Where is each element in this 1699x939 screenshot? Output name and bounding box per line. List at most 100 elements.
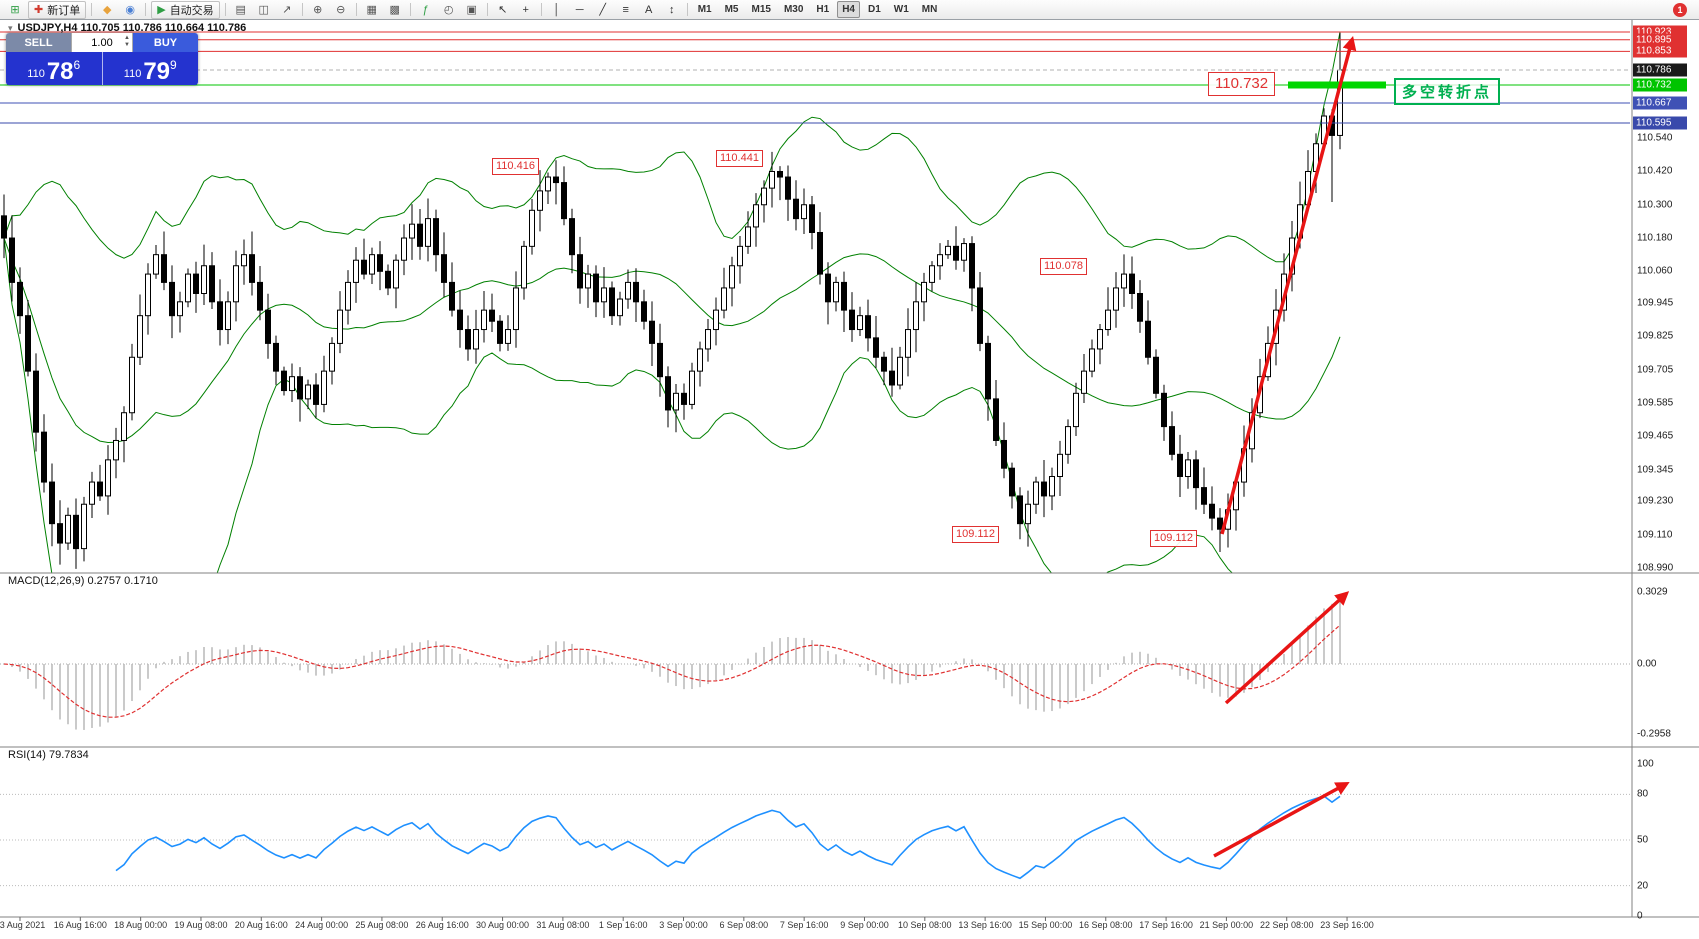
timeframe-button-m1[interactable]: M1: [697, 4, 712, 15]
chart-menu-icon[interactable]: ▾: [8, 22, 13, 33]
volume-decrease-button[interactable]: ▼: [124, 42, 130, 48]
ask-prefix: 110: [123, 68, 142, 80]
price-axis-tag: 110.853: [1633, 44, 1687, 58]
ohlc-readout: USDJPY,H4 110.705 110.786 110.664 110.78…: [17, 22, 247, 34]
zoom-in-icon[interactable]: ⊕: [313, 4, 323, 16]
timeframe-button-m15[interactable]: M15: [751, 4, 771, 15]
price-axis-tag: 110.786: [1633, 63, 1687, 77]
time-axis-label: 22 Sep 08:00: [1259, 920, 1314, 930]
timeframe-button-m30[interactable]: M30: [783, 4, 804, 15]
candlestick-mode-icon[interactable]: ◫: [258, 4, 269, 16]
buy-button[interactable]: BUY: [133, 33, 198, 52]
line-chart-mode-icon[interactable]: ↗: [282, 4, 292, 16]
toolbar-separator: [355, 3, 357, 16]
autotrading-button-label: 自动交易: [169, 4, 214, 17]
price-axis-label: 110.180: [1637, 232, 1673, 244]
toolbar-separator: [686, 3, 688, 16]
price-annotation[interactable]: 109.112: [952, 526, 999, 543]
price-axis-label: 109.230: [1637, 495, 1674, 507]
periods-icon[interactable]: ◴: [443, 4, 454, 16]
zoom-out-icon[interactable]: ⊖: [336, 4, 346, 16]
new-order-button[interactable]: ✚ 新订单: [28, 0, 87, 19]
time-axis-label: 18 Aug 00:00: [114, 920, 168, 930]
volume-input[interactable]: 1.00 ▲ ▼: [71, 33, 133, 52]
price-axis-label: 109.825: [1637, 330, 1674, 342]
templates-icon[interactable]: ▣: [466, 4, 477, 16]
timeframe-button-w1[interactable]: W1: [893, 4, 909, 15]
bar-chart-mode-icon[interactable]: ▤: [235, 4, 246, 16]
timeframe-button-mn[interactable]: MN: [921, 4, 938, 15]
rsi-label: RSI(14) 79.7834: [8, 749, 89, 761]
macd-axis-label: 0.3029: [1637, 586, 1668, 598]
arrange-windows-icon[interactable]: ▩: [389, 4, 400, 16]
timeframe-button-h4[interactable]: H4: [837, 1, 860, 18]
candlestick-series: [1, 32, 1343, 569]
price-axis-tag: 110.895: [1633, 33, 1687, 47]
time-axis-label: 16 Aug 16:00: [53, 920, 107, 930]
vertical-line-icon[interactable]: │: [553, 3, 561, 16]
rsi-axis-label: 50: [1637, 834, 1649, 846]
ask-price[interactable]: 110 79 9: [103, 52, 199, 85]
time-axis-label: 26 Aug 16:00: [415, 920, 469, 930]
price-axis-tag: 110.732: [1633, 78, 1687, 92]
time-axis-label: 3 Sep 00:00: [659, 920, 708, 930]
price-axis-label: 110.420: [1637, 165, 1673, 177]
rsi-axis-label: 100: [1637, 758, 1654, 770]
bid-price[interactable]: 110 78 6: [6, 52, 103, 85]
time-axis-label: 15 Sep 00:00: [1018, 920, 1073, 930]
notification-badge[interactable]: 1: [1673, 2, 1687, 17]
volume-increase-button[interactable]: ▲: [124, 35, 130, 41]
turning-point-label[interactable]: 多空转折点: [1394, 78, 1501, 105]
panel-separators[interactable]: [0, 572, 1699, 918]
cursor-icon[interactable]: ↖: [498, 4, 508, 16]
time-axis-label: 16 Sep 08:00: [1078, 920, 1133, 930]
indicators-icon[interactable]: ƒ: [422, 3, 429, 16]
community-icon[interactable]: ◉: [125, 4, 136, 16]
price-axis-tag: 110.667: [1633, 96, 1687, 110]
timeframe-button-h1[interactable]: H1: [816, 4, 830, 15]
trendline-icon[interactable]: ╱: [599, 4, 606, 16]
channel-icon[interactable]: ≡: [622, 3, 629, 16]
ask-pipette: 9: [170, 58, 177, 72]
price-annotation[interactable]: 110.078: [1040, 258, 1087, 275]
sell-button[interactable]: SELL: [6, 33, 71, 52]
toolbar-separator: [91, 3, 93, 16]
time-axis-label: 21 Sep 00:00: [1199, 920, 1254, 930]
new-chart-icon[interactable]: ⊞: [10, 4, 20, 16]
price-annotation[interactable]: 110.732: [1208, 72, 1276, 96]
time-axis-label: 24 Aug 00:00: [295, 920, 349, 930]
macd-signal-line: [3, 624, 1341, 718]
time-axis-label: 13 Aug 2021: [0, 920, 46, 930]
tile-windows-icon[interactable]: ▦: [366, 4, 377, 16]
price-axis-label: 110.060: [1637, 265, 1673, 277]
crosshair-icon[interactable]: +: [522, 3, 529, 16]
time-axis-label: 7 Sep 16:00: [779, 920, 829, 930]
arrows-tool-icon[interactable]: ↕: [668, 3, 675, 16]
horizontal-levels[interactable]: [0, 31, 1630, 124]
trend-arrows[interactable]: [1213, 35, 1357, 858]
horizontal-line-icon[interactable]: ─: [575, 3, 584, 16]
timeframe-button-m5[interactable]: M5: [724, 4, 739, 15]
chart-header: ▾ USDJPY,H4 110.705 110.786 110.664 110.…: [8, 22, 246, 34]
rsi-axis-label: 0: [1637, 910, 1643, 922]
bid-big-digits: 78: [46, 58, 74, 85]
price-axis-label: 109.465: [1637, 430, 1674, 442]
price-axis-label: 110.540: [1637, 132, 1673, 144]
time-axis-label: 6 Sep 08:00: [719, 920, 769, 930]
autotrading-button[interactable]: ▶ 自动交易: [151, 0, 220, 19]
price-annotation[interactable]: 110.416: [492, 158, 539, 175]
timeframe-button-d1[interactable]: D1: [868, 4, 881, 15]
price-axis-label: 109.345: [1637, 464, 1674, 476]
text-tool-icon[interactable]: A: [645, 3, 653, 16]
time-axis-label: 13 Sep 16:00: [958, 920, 1012, 930]
time-axis-label: 31 Aug 08:00: [536, 920, 590, 930]
toolbar-separator: [301, 3, 303, 16]
price-annotation[interactable]: 110.441: [716, 150, 763, 167]
time-axis-label: 9 Sep 00:00: [840, 920, 889, 930]
toolbar-separator: [540, 3, 542, 16]
price-annotation[interactable]: 109.112: [1150, 530, 1197, 547]
market-icon[interactable]: ◆: [102, 4, 112, 16]
time-axis-label: 17 Sep 16:00: [1139, 920, 1193, 930]
macd-histogram: [11, 596, 1341, 730]
